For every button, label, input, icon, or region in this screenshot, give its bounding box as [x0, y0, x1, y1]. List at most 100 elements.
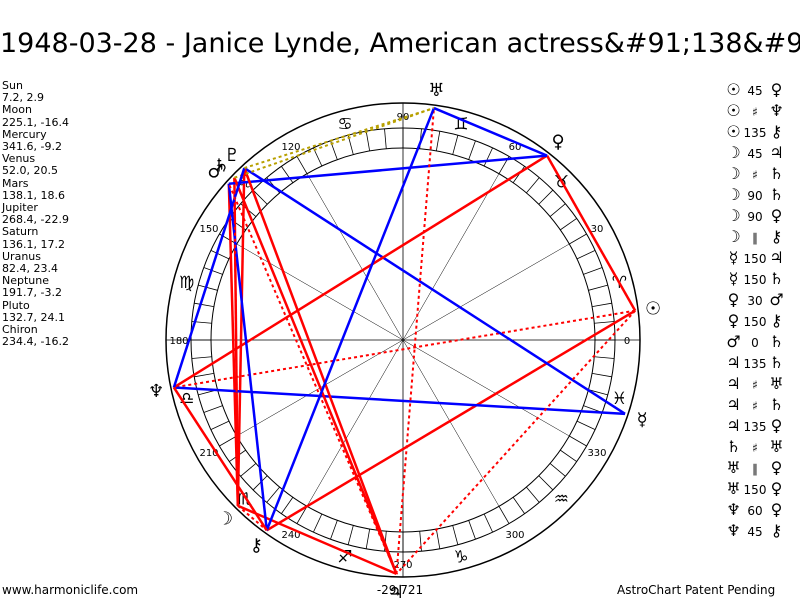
- position-value-venus: 52.0, 20.5: [2, 164, 58, 178]
- aspect-type: 135: [743, 420, 767, 434]
- degree-tick: [576, 420, 596, 430]
- aspect-row: ☉ ♯ ♆: [725, 101, 785, 122]
- position-value-neptune: 191.7, -3.2: [2, 286, 62, 300]
- sign-glyph: ♊: [453, 115, 468, 135]
- degree-label: 0: [624, 336, 630, 347]
- aspect-planet-glyph: ♀: [770, 500, 783, 519]
- aspect-planet-glyph: ♆: [726, 521, 741, 540]
- aspect-type: 150: [743, 483, 767, 497]
- aspect-type: 45: [747, 525, 763, 539]
- degree-tick: [281, 497, 294, 514]
- aspect-type: 45: [747, 84, 763, 98]
- house-spoke: [402, 339, 570, 437]
- degree-tick: [594, 321, 615, 324]
- degree-tick: [594, 356, 615, 359]
- position-name-moon: Moon: [2, 103, 32, 117]
- position-value-mercury: 341.6, -9.2: [2, 140, 62, 154]
- aspect-row: ☽ 90 ♀: [725, 206, 785, 227]
- aspect-planet-glyph: ☉: [726, 101, 741, 120]
- degree-tick: [266, 486, 280, 503]
- chart-title: 1948-03-28 - Janice Lynde, American actr…: [0, 28, 800, 59]
- planet-glyph-jupiter: ♃: [388, 582, 404, 600]
- sign-glyph: ♏: [237, 489, 252, 509]
- aspect-row: ♂ 0 ♄: [725, 332, 785, 353]
- sign-glyph: ♑: [453, 547, 468, 567]
- degree-tick: [576, 250, 596, 260]
- house-spoke: [402, 339, 500, 507]
- aspect-row: ♃ ♯ ♅: [725, 374, 785, 395]
- degree-tick: [560, 218, 577, 231]
- aspect-row: ♅ ∥ ♀: [725, 458, 785, 479]
- planet-glyph-moon: ☽: [217, 509, 233, 530]
- aspect-planet-glyph: ♄: [769, 269, 784, 288]
- degree-label: 210: [199, 448, 218, 459]
- aspect-type: 45: [747, 147, 763, 161]
- aspect-row: ♅ 150 ♀: [725, 479, 785, 500]
- planet-glyph-neptune: ♆: [148, 381, 164, 402]
- position-value-moon: 225.1, -16.4: [2, 115, 69, 129]
- aspect-line: [233, 177, 239, 506]
- aspect-line: [228, 154, 548, 185]
- aspect-planet-glyph: ⚷: [770, 227, 783, 246]
- aspect-planet-glyph: ♄: [769, 164, 784, 183]
- aspect-type: ∥: [752, 231, 758, 245]
- aspect-planet-glyph: ☽: [726, 185, 741, 204]
- position-name-venus: Venus: [2, 152, 36, 166]
- position-value-saturn: 136.1, 17.2: [2, 237, 65, 251]
- degree-tick: [592, 302, 612, 308]
- aspect-planet-glyph: ☿: [728, 248, 739, 267]
- aspect-row: ♃ 135 ♀: [725, 416, 785, 437]
- aspect-planet-glyph: ♄: [769, 185, 784, 204]
- position-value-uranus: 82.4, 23.4: [2, 262, 58, 276]
- degree-tick: [365, 529, 371, 549]
- aspect-planet-glyph: ♀: [727, 311, 740, 330]
- position-value-jupiter: 268.4, -22.9: [2, 213, 69, 227]
- degree-tick: [512, 497, 525, 514]
- aspect-line: [172, 386, 268, 531]
- position-value-pluto: 132.7, 24.1: [2, 310, 65, 324]
- degree-tick: [191, 356, 212, 359]
- aspect-type: 150: [743, 315, 767, 329]
- aspect-planet-glyph: ♄: [769, 353, 784, 372]
- degree-tick: [526, 486, 540, 503]
- degree-tick: [483, 147, 493, 167]
- aspect-planet-glyph: ♃: [769, 143, 784, 162]
- position-name-chiron: Chiron: [2, 323, 38, 337]
- degree-tick: [347, 525, 354, 545]
- sign-glyph: ♒: [554, 489, 569, 509]
- aspect-planet-glyph: ♄: [726, 437, 741, 456]
- aspect-line: [545, 154, 637, 312]
- aspect-line: [236, 168, 246, 506]
- degree-tick: [468, 140, 476, 160]
- degree-tick: [203, 405, 223, 413]
- planet-glyph-chiron: ⚷: [250, 535, 263, 556]
- bottom-value: -29,721: [377, 583, 423, 597]
- house-spoke: [306, 173, 404, 341]
- degree-tick: [296, 506, 308, 524]
- sign-glyph: ♍: [179, 273, 194, 293]
- degree-tick: [538, 189, 554, 205]
- aspect-row: ☽ ♯ ♄: [725, 164, 785, 185]
- aspect-row: ☉ 135 ⚷: [725, 122, 785, 143]
- aspect-line: [233, 177, 398, 575]
- degree-tick: [365, 131, 371, 151]
- aspect-planet-glyph: ♄: [769, 332, 784, 351]
- aspect-row: ☽ 90 ♄: [725, 185, 785, 206]
- aspect-line: [433, 106, 548, 157]
- aspect-planet-glyph: ☽: [726, 164, 741, 183]
- aspect-planet-glyph: ♂: [769, 290, 784, 309]
- position-name-pluto: Pluto: [2, 298, 30, 312]
- degree-tick: [384, 128, 387, 149]
- aspect-planet-glyph: ♅: [726, 458, 741, 477]
- degree-tick: [549, 463, 566, 477]
- aspect-planet-glyph: ♃: [726, 395, 741, 414]
- degree-tick: [592, 372, 612, 378]
- degree-tick: [435, 131, 441, 151]
- position-name-uranus: Uranus: [2, 249, 41, 263]
- aspect-planet-glyph: ☉: [726, 80, 741, 99]
- aspect-planet-glyph: ☿: [728, 269, 739, 288]
- degree-tick: [435, 529, 441, 549]
- degree-tick: [240, 463, 257, 477]
- aspect-planet-glyph: ♄: [769, 395, 784, 414]
- aspect-type: ♯: [752, 168, 758, 182]
